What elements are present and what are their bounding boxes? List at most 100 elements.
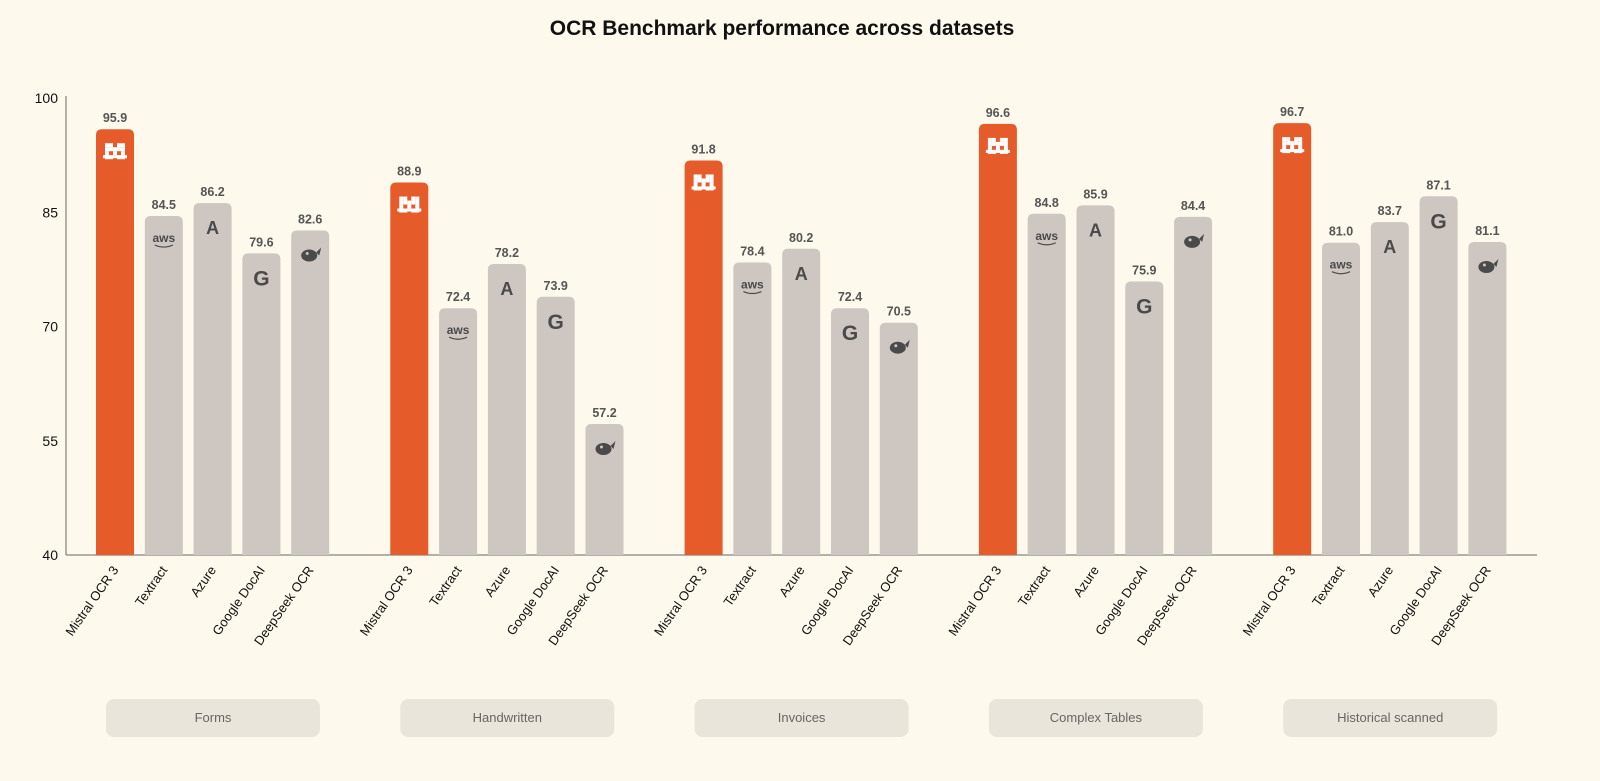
google-icon: G bbox=[548, 311, 564, 334]
svg-text:aws: aws bbox=[1330, 258, 1353, 272]
x-tick-label: Mistral OCR 3 bbox=[651, 563, 710, 638]
bar-azure bbox=[1076, 205, 1115, 555]
deepseek-icon bbox=[889, 339, 910, 354]
bar-textract bbox=[144, 216, 183, 555]
y-tick-label: 70 bbox=[42, 319, 58, 335]
group-label: Complex Tables bbox=[1050, 710, 1143, 725]
value-label: 81.1 bbox=[1475, 224, 1499, 238]
svg-text:G: G bbox=[253, 267, 269, 290]
google-icon: G bbox=[1136, 296, 1152, 319]
group-label-box bbox=[106, 699, 320, 737]
mistral-icon bbox=[985, 137, 1010, 154]
azure-icon: A bbox=[1383, 237, 1396, 257]
group-label-box bbox=[400, 699, 615, 737]
value-label: 87.1 bbox=[1426, 178, 1450, 192]
deepseek-icon bbox=[595, 440, 616, 455]
group-label-box bbox=[988, 699, 1203, 737]
bar-mistral-ocr-3 bbox=[684, 160, 723, 555]
aws-icon: aws bbox=[1035, 229, 1058, 246]
azure-icon: A bbox=[1089, 220, 1102, 240]
svg-text:aws: aws bbox=[152, 231, 175, 245]
value-label: 96.7 bbox=[1280, 105, 1304, 119]
bar-deepseek-ocr bbox=[291, 230, 330, 555]
group-label: Forms bbox=[195, 710, 232, 725]
svg-text:A: A bbox=[1089, 220, 1102, 240]
bar-deepseek-ocr bbox=[585, 423, 624, 555]
x-tick-label: Azure bbox=[776, 563, 808, 599]
value-label: 84.8 bbox=[1035, 196, 1059, 210]
x-tick-label: Azure bbox=[1070, 563, 1102, 599]
x-tick-label: Mistral OCR 3 bbox=[357, 563, 416, 638]
group-label-box bbox=[1283, 699, 1498, 737]
bar-google-docai bbox=[536, 296, 575, 555]
group-label: Invoices bbox=[778, 710, 826, 725]
bar-google-docai bbox=[1419, 196, 1458, 555]
value-label: 84.5 bbox=[152, 198, 176, 212]
x-tick-label: Mistral OCR 3 bbox=[945, 563, 1004, 638]
svg-text:aws: aws bbox=[741, 278, 764, 292]
value-label: 75.9 bbox=[1132, 264, 1156, 278]
bar-google-docai bbox=[1125, 281, 1164, 555]
svg-text:G: G bbox=[548, 311, 564, 334]
value-label: 85.9 bbox=[1083, 187, 1107, 201]
x-tick-label: Mistral OCR 3 bbox=[62, 563, 121, 638]
x-tick-label: Mistral OCR 3 bbox=[1240, 563, 1299, 638]
aws-icon: aws bbox=[152, 231, 175, 248]
value-label: 70.5 bbox=[887, 305, 911, 319]
google-icon: G bbox=[253, 267, 269, 290]
svg-text:aws: aws bbox=[447, 323, 470, 337]
y-tick-label: 55 bbox=[42, 433, 58, 449]
value-label: 88.9 bbox=[397, 165, 421, 179]
y-tick-label: 85 bbox=[42, 204, 58, 220]
svg-text:G: G bbox=[1430, 210, 1446, 233]
group-label: Handwritten bbox=[473, 710, 542, 725]
deepseek-icon bbox=[1184, 233, 1205, 248]
bar-textract bbox=[1027, 213, 1066, 556]
y-tick-label: 100 bbox=[35, 90, 59, 106]
svg-text:A: A bbox=[500, 279, 513, 299]
value-label: 73.9 bbox=[544, 279, 568, 293]
x-tick-label: Azure bbox=[1364, 563, 1396, 599]
bar-azure bbox=[193, 203, 232, 556]
mistral-icon bbox=[691, 174, 716, 191]
x-tick-label: Azure bbox=[187, 563, 219, 599]
bar-mistral-ocr-3 bbox=[96, 129, 134, 555]
azure-icon: A bbox=[500, 279, 513, 299]
value-label: 78.4 bbox=[740, 245, 764, 259]
value-label: 86.2 bbox=[200, 185, 224, 199]
bar-deepseek-ocr bbox=[879, 322, 918, 555]
bar-mistral-ocr-3 bbox=[1273, 123, 1312, 555]
svg-text:aws: aws bbox=[1035, 229, 1058, 243]
bar-textract bbox=[733, 262, 772, 555]
azure-icon: A bbox=[795, 264, 808, 284]
mistral-icon bbox=[103, 143, 127, 160]
google-icon: G bbox=[1430, 210, 1446, 233]
aws-icon: aws bbox=[447, 323, 470, 340]
value-label: 82.6 bbox=[298, 213, 322, 227]
bar-textract bbox=[439, 308, 478, 555]
value-label: 83.7 bbox=[1378, 204, 1402, 218]
value-label: 80.2 bbox=[789, 231, 813, 245]
bar-azure bbox=[782, 248, 821, 555]
mistral-icon bbox=[397, 196, 422, 213]
value-label: 57.2 bbox=[592, 406, 616, 420]
group-label: Historical scanned bbox=[1337, 710, 1443, 725]
x-tick-label: Textract bbox=[1309, 563, 1348, 609]
svg-text:G: G bbox=[1136, 296, 1152, 319]
value-label: 96.6 bbox=[986, 106, 1010, 120]
google-icon: G bbox=[842, 322, 858, 345]
azure-icon: A bbox=[206, 218, 219, 238]
value-label: 72.4 bbox=[838, 290, 862, 304]
bar-deepseek-ocr bbox=[1174, 216, 1213, 555]
x-tick-label: Azure bbox=[482, 563, 514, 599]
value-label: 79.6 bbox=[249, 235, 273, 249]
bar-textract bbox=[1322, 242, 1360, 555]
group-label-box bbox=[694, 699, 909, 737]
bar-mistral-ocr-3 bbox=[390, 182, 429, 556]
svg-text:G: G bbox=[842, 322, 858, 345]
value-label: 72.4 bbox=[446, 290, 470, 304]
value-label: 81.0 bbox=[1329, 225, 1353, 239]
deepseek-icon bbox=[301, 247, 322, 262]
x-tick-label: Textract bbox=[132, 563, 171, 609]
